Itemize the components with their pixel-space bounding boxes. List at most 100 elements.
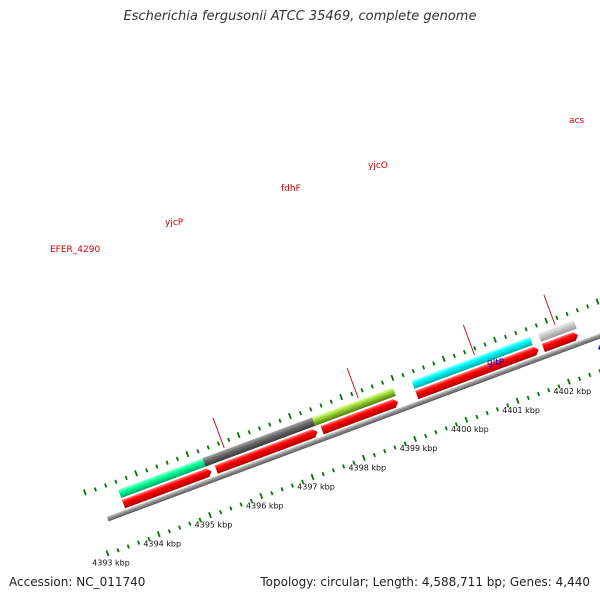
scale-tick [280, 487, 284, 492]
scale-tick [555, 315, 559, 321]
scale-tick [401, 372, 405, 378]
scale-tick [104, 483, 108, 488]
scale-tick [196, 449, 200, 454]
scale-tick [216, 441, 221, 446]
scale-tick [515, 397, 520, 404]
cds-feature[interactable] [415, 345, 540, 400]
scale-tick [167, 529, 171, 534]
scale-tick-label: 4401 kbp [502, 406, 540, 415]
forward-cds-row [121, 331, 580, 509]
scale-tick [577, 376, 582, 381]
scale-tick [588, 372, 592, 378]
scale-tick [506, 403, 510, 408]
gene-feature[interactable] [537, 320, 577, 342]
scale-tick [249, 498, 253, 503]
scale-tick [257, 426, 262, 431]
scale-tick [454, 422, 459, 427]
scale-tick [524, 327, 528, 332]
scale-tick [526, 395, 530, 401]
scale-tick [134, 470, 138, 477]
scale-tick-label: 4396 kbp [246, 501, 284, 510]
scale-tick [565, 311, 569, 317]
scale-tick [227, 437, 231, 443]
scale-tick [278, 418, 282, 423]
scale-tick [370, 384, 374, 389]
map-title: Escherichia fergusonii ATCC 35469, compl… [123, 9, 477, 24]
scale-tick [360, 388, 364, 393]
scale-tick [361, 454, 366, 462]
scale-tick [452, 353, 456, 359]
scale-tick [352, 460, 356, 465]
gene-label-acs[interactable]: acs [569, 116, 584, 126]
scale-tick [350, 391, 354, 397]
outer-scale-ticks [82, 298, 600, 496]
scale-tick [483, 342, 487, 347]
inner-scale-ticks [105, 368, 600, 557]
scale-tick [544, 317, 549, 324]
scale-tick [206, 445, 210, 450]
scale-tick [178, 525, 182, 530]
gene-label-yjcp[interactable]: yjcP [165, 218, 184, 228]
scale-tick [411, 369, 415, 374]
scale-tick [473, 346, 477, 351]
scale-tick [424, 433, 428, 439]
gene-label-fdhf[interactable]: fdhF [281, 184, 301, 194]
cds-feature[interactable] [121, 467, 213, 509]
scale-tick-label: 4397 kbp [297, 482, 335, 491]
scale-tick [485, 410, 489, 416]
genome-track [82, 230, 600, 557]
gene-label-gltp[interactable]: gltP [487, 358, 505, 368]
genome-backbone [106, 230, 600, 522]
scale-tick [383, 449, 387, 454]
scale-tick [93, 487, 97, 492]
gene-labels: EFER_4290 yjcP fdhF yjcO acs gltP [50, 116, 584, 368]
scale-tick-label: 4395 kbp [195, 521, 233, 530]
scale-tick [444, 426, 448, 431]
scale-tick [463, 349, 467, 355]
scale-tick [342, 464, 346, 469]
scale-tick [464, 416, 469, 423]
scale-tick [310, 473, 315, 481]
scale-tick [208, 511, 212, 519]
gene-label-lines [212, 294, 556, 449]
scale-tick [393, 445, 397, 450]
scale-tick [575, 308, 579, 313]
scale-tick [126, 544, 130, 549]
gene-feature[interactable] [411, 336, 533, 389]
scale-labels: 4393 kbp 4394 kbp 4395 kbp 4396 kbp 4397 kbp… [92, 387, 591, 568]
gene-feature[interactable] [118, 458, 206, 498]
scale-tick [268, 422, 272, 427]
scale-tick [598, 368, 600, 374]
scale-tick [434, 429, 438, 435]
gene-label-yjco[interactable]: yjcO [368, 161, 388, 171]
scale-tick [219, 510, 223, 515]
scale-tick [390, 374, 395, 382]
scale-tick [441, 355, 446, 362]
scale-tick [290, 483, 294, 488]
genome-stats-text: Topology: circular; Length: 4,588,711 bp… [260, 575, 590, 589]
cds-feature[interactable] [541, 331, 580, 353]
scale-tick [493, 336, 497, 343]
scale-tick [557, 384, 561, 389]
accession-text: Accession: NC_011740 [9, 575, 146, 589]
gene-feature[interactable] [312, 387, 396, 426]
gene-label-efer-4290[interactable]: EFER_4290 [50, 245, 100, 255]
scale-tick-label: 4398 kbp [348, 463, 386, 472]
scale-tick [534, 323, 538, 328]
scale-tick [432, 361, 436, 366]
gene-feature[interactable] [202, 417, 316, 467]
scale-tick [188, 521, 192, 526]
scale-tick [247, 430, 251, 435]
scale-tick [116, 548, 120, 553]
scale-tick [288, 412, 292, 420]
scale-tick [105, 550, 110, 557]
scale-tick [298, 410, 303, 416]
scale-tick [380, 380, 385, 385]
cds-feature[interactable] [320, 398, 400, 435]
scale-tick [504, 334, 508, 340]
scale-tick [595, 298, 600, 305]
cds-feature[interactable] [214, 428, 319, 474]
scale-tick [586, 304, 590, 309]
scale-tick [403, 441, 407, 446]
